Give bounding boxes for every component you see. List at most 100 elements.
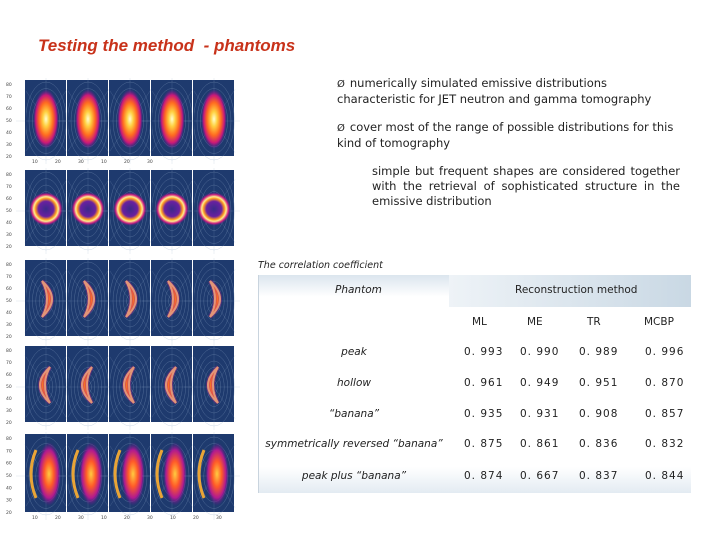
y-tick-label: 70 <box>6 274 12 280</box>
header-tint <box>449 275 691 307</box>
cell-tr: 0. 908 <box>579 408 619 420</box>
y-tick-label: 30 <box>6 498 12 504</box>
y-tick-label: 30 <box>6 408 12 414</box>
y-tick-label: 80 <box>6 172 12 178</box>
y-tick-label: 70 <box>6 94 12 100</box>
y-tick-label: 50 <box>6 208 12 214</box>
cell-me: 0. 990 <box>520 346 560 358</box>
cell-tr: 0. 837 <box>579 470 619 482</box>
table-row: “banana” 0. 935 0. 931 0. 908 0. 857 <box>259 408 691 428</box>
arrow-bullet-icon: Ø <box>337 79 345 90</box>
cell-me: 0. 949 <box>520 377 560 389</box>
phantom-subplot <box>100 344 160 430</box>
phantom-subplot <box>16 258 76 344</box>
y-tick-label: 60 <box>6 196 12 202</box>
y-tick-label: 80 <box>6 82 12 88</box>
y-tick-label: 30 <box>6 142 12 148</box>
y-tick-label: 80 <box>6 262 12 268</box>
table-row: hollow 0. 961 0. 949 0. 951 0. 870 <box>259 377 691 397</box>
phantom-panel-hollow: 20 30 40 50 60 70 80 <box>4 168 240 254</box>
x-tick-label: 10 <box>101 159 107 164</box>
x-tick-label: 10 <box>101 515 107 520</box>
column-header-ml: ML <box>472 316 487 328</box>
phantom-plot-banana: 20 30 40 50 60 70 80 <box>6 258 240 344</box>
x-tick-label: 20 <box>124 159 130 164</box>
cell-tr: 0. 951 <box>579 377 619 389</box>
column-header-me: ME <box>527 316 543 328</box>
y-tick-label: 20 <box>6 510 12 516</box>
y-tick-label: 70 <box>6 448 12 454</box>
y-tick-label: 40 <box>6 220 12 226</box>
row-name: hollow <box>337 377 371 389</box>
phantom-plot-reversed-banana: 20 30 40 50 60 70 80 <box>6 344 240 430</box>
cell-ml: 0. 993 <box>464 346 504 358</box>
y-tick-label: 20 <box>6 420 12 426</box>
correlation-label: The correlation coefficient <box>258 260 383 271</box>
shapes-note: simple but frequent shapes are considere… <box>372 164 680 208</box>
phantom-subplot <box>184 432 240 520</box>
y-tick-label: 60 <box>6 106 12 112</box>
phantom-subplot <box>184 168 240 254</box>
phantom-panel-reversed-banana: 20 30 40 50 60 70 80 <box>4 344 240 430</box>
phantom-plot-peak: 20 30 40 50 60 70 80 10 20 30 10 20 30 <box>6 78 240 164</box>
y-tick-label: 60 <box>6 286 12 292</box>
cell-tr: 0. 989 <box>579 346 619 358</box>
x-tick-label: 30 <box>216 515 222 520</box>
y-tick-label: 50 <box>6 473 12 479</box>
x-tick-label: 20 <box>55 515 61 520</box>
y-tick-label: 20 <box>6 334 12 340</box>
y-tick-label: 50 <box>6 384 12 390</box>
phantom-subplot <box>100 168 160 254</box>
y-tick-label: 40 <box>6 396 12 402</box>
cell-mcbp: 0. 844 <box>645 470 685 482</box>
phantom-subplot <box>58 168 118 254</box>
phantom-subplot <box>58 344 118 430</box>
arrow-bullet-icon: Ø <box>337 123 345 134</box>
phantom-subplot <box>184 78 240 164</box>
row-name: peak <box>341 346 367 358</box>
phantom-subplot <box>58 432 118 520</box>
cell-mcbp: 0. 996 <box>645 346 685 358</box>
y-tick-label: 30 <box>6 232 12 238</box>
cell-ml: 0. 874 <box>464 470 504 482</box>
row-name: “banana” <box>328 408 380 420</box>
phantom-plot-peak-plus-banana: 20 30 40 50 60 70 80 10 20 30 10 20 30 10 20 30 <box>6 432 240 520</box>
phantom-panel-banana: 20 30 40 50 60 70 80 <box>4 258 240 344</box>
row-name: symmetrically reversed “banana” <box>265 438 443 450</box>
phantom-subplot <box>16 432 76 520</box>
y-tick-label: 40 <box>6 310 12 316</box>
y-tick-label: 40 <box>6 130 12 136</box>
y-tick-label: 80 <box>6 436 12 442</box>
cell-mcbp: 0. 832 <box>645 438 685 450</box>
cell-ml: 0. 961 <box>464 377 504 389</box>
header-reconstruction-method: Reconstruction method <box>515 284 638 296</box>
y-tick-label: 70 <box>6 184 12 190</box>
cell-mcbp: 0. 857 <box>645 408 685 420</box>
phantom-subplot <box>142 258 202 344</box>
cell-ml: 0. 875 <box>464 438 504 450</box>
x-tick-label: 10 <box>170 515 176 520</box>
y-tick-label: 20 <box>6 154 12 160</box>
cell-me: 0. 667 <box>520 470 560 482</box>
y-tick-label: 30 <box>6 322 12 328</box>
y-tick-label: 60 <box>6 372 12 378</box>
x-tick-label: 10 <box>32 159 38 164</box>
y-tick-label: 60 <box>6 461 12 467</box>
x-tick-label: 30 <box>147 159 153 164</box>
y-tick-label: 50 <box>6 118 12 124</box>
x-tick-label: 20 <box>55 159 61 164</box>
table-row: symmetrically reversed “banana” 0. 875 0… <box>259 438 691 458</box>
phantom-subplot <box>16 168 76 254</box>
cell-me: 0. 931 <box>520 408 560 420</box>
x-tick-label: 20 <box>124 515 130 520</box>
x-tick-label: 10 <box>32 515 38 520</box>
header-phantom: Phantom <box>335 284 382 296</box>
cell-tr: 0. 836 <box>579 438 619 450</box>
y-tick-label: 40 <box>6 485 12 491</box>
phantom-subplot <box>142 78 202 164</box>
phantom-subplot <box>184 344 240 430</box>
phantom-image-panels: 20 30 40 50 60 70 80 10 20 30 10 20 30 20 30 40 50 60 70 8… <box>0 78 240 520</box>
phantom-subplot <box>58 258 118 344</box>
x-tick-label: 30 <box>147 515 153 520</box>
